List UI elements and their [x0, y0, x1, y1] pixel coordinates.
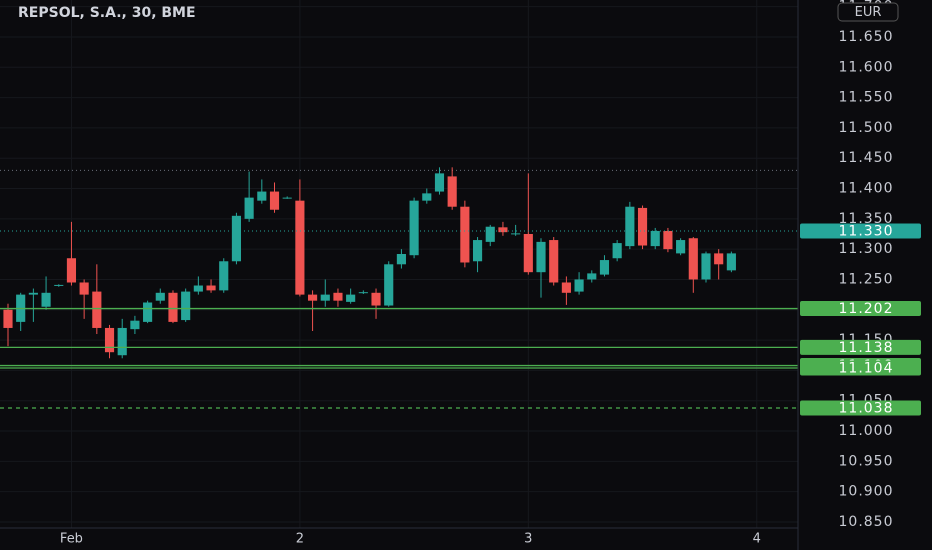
candle-body	[143, 302, 153, 322]
candle-body	[155, 292, 165, 301]
candle-body	[460, 206, 470, 263]
candle-body	[485, 226, 495, 242]
candle-body	[308, 294, 318, 301]
y-tick-label: 11.650	[839, 29, 894, 45]
candle-body	[625, 206, 635, 247]
candle-body	[637, 207, 648, 246]
candle-body	[333, 292, 343, 301]
candle-body	[384, 264, 394, 306]
candle-body	[371, 292, 381, 306]
price-badge	[800, 223, 921, 239]
y-tick-label: 11.450	[839, 150, 894, 166]
x-tick-label: 2	[296, 532, 304, 547]
price-badge-label: 11.038	[839, 400, 894, 416]
price-axis: 10.85010.90010.95011.00011.05011.10011.1…	[800, 0, 921, 530]
candle-body	[434, 173, 445, 192]
candle-body	[409, 200, 419, 256]
y-tick-label: 11.600	[839, 59, 894, 75]
candle-body	[498, 227, 508, 233]
candle-body	[79, 282, 89, 295]
y-tick-label: 10.850	[839, 514, 894, 530]
chart-title: REPSOL, S.A., 30, BME	[18, 5, 196, 21]
candle-body	[612, 243, 622, 259]
price-badge-label: 11.202	[839, 301, 894, 317]
candle-body	[219, 261, 229, 291]
price-badge-label: 11.138	[839, 340, 894, 356]
candle-body	[181, 291, 191, 321]
candle-body	[447, 176, 457, 207]
x-tick-label: 3	[524, 532, 532, 547]
y-tick-label: 10.950	[839, 453, 894, 469]
candle-body	[422, 193, 432, 201]
candle-body	[358, 292, 368, 294]
candle-body	[282, 197, 292, 199]
y-tick-label: 11.250	[839, 271, 894, 287]
candle-body	[231, 215, 241, 262]
candle-body	[701, 253, 711, 280]
y-tick-label: 11.400	[839, 181, 894, 197]
candle-body	[320, 294, 330, 301]
candle-body	[104, 327, 115, 353]
candle-body	[346, 294, 356, 302]
candle-body	[168, 292, 178, 322]
y-tick-label: 11.500	[839, 120, 894, 136]
y-tick-label: 11.550	[839, 90, 894, 106]
candle-body	[244, 197, 254, 219]
candle-body	[54, 284, 64, 286]
y-tick-label: 11.350	[839, 211, 894, 227]
candle-body	[574, 279, 584, 292]
price-badge-label: 11.330	[839, 223, 894, 239]
candle-body	[117, 327, 127, 356]
candle-body	[726, 253, 736, 271]
currency-badge[interactable]	[837, 2, 899, 22]
price-badge	[800, 301, 921, 317]
candle-body	[549, 240, 559, 283]
grid	[0, 0, 798, 528]
candle-body	[587, 273, 597, 280]
candle-body	[599, 260, 610, 275]
price-badge	[800, 400, 921, 416]
currency-label[interactable]: EUR	[855, 5, 882, 20]
candle-body	[41, 292, 51, 307]
candle-body	[523, 233, 533, 273]
candle-body	[3, 309, 13, 328]
y-tick-label: 11.000	[839, 423, 894, 439]
candle-body	[257, 191, 267, 201]
candle-body	[663, 230, 673, 250]
candle-body	[193, 285, 203, 292]
y-tick-label: 11.300	[839, 241, 894, 257]
candle-body	[66, 258, 77, 283]
candle-body	[396, 253, 406, 265]
candle-body	[206, 285, 216, 291]
price-badge	[800, 339, 921, 355]
candle-body	[472, 240, 483, 262]
candle-body	[650, 230, 660, 247]
plot	[0, 167, 798, 409]
candle-body	[511, 233, 521, 235]
candle-body	[269, 191, 280, 210]
price-badge	[800, 360, 921, 376]
candle-body	[536, 241, 546, 273]
candle-body	[295, 200, 305, 295]
candle-body	[688, 238, 698, 280]
x-tick-label: 4	[753, 532, 761, 547]
candle-body	[130, 320, 140, 330]
price-badge-label: 11.104	[839, 360, 894, 376]
y-tick-label: 10.900	[839, 484, 894, 500]
candle-body	[28, 292, 38, 295]
candle-body	[92, 291, 102, 328]
candle-body	[714, 253, 724, 265]
x-tick-label: Feb	[60, 532, 83, 547]
candle-body	[561, 282, 571, 293]
candle-body	[676, 240, 686, 254]
